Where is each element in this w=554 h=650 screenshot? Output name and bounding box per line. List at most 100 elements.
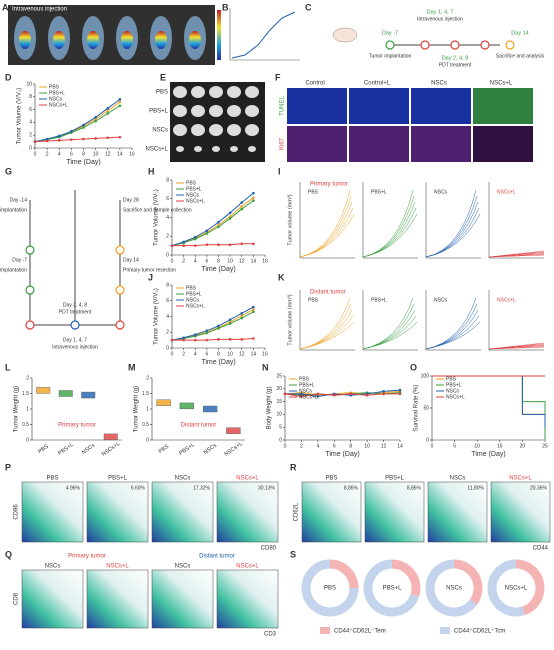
box xyxy=(156,399,171,406)
x-axis-label: Time (Day) xyxy=(66,159,100,166)
label: PBS+L xyxy=(108,476,128,482)
tumor xyxy=(230,146,238,152)
panel-letter: I xyxy=(278,166,281,176)
y-axis-label: Tumor Volume (V/V₀) xyxy=(17,88,23,145)
label: Primary tumor implantation xyxy=(0,207,27,213)
y-tick-label: 0 xyxy=(146,437,149,443)
donut-slice xyxy=(363,559,420,617)
y-axis-label: Body Weight (g) xyxy=(267,387,273,430)
panel-letter: K xyxy=(278,272,285,282)
timeline-node xyxy=(420,40,430,50)
label: PBS xyxy=(46,476,58,482)
y-tick-label: 10 xyxy=(276,412,282,418)
label: Day 2, 4, 8 xyxy=(63,302,87,308)
x-tick-label: 10 xyxy=(227,258,233,264)
legend-label: PBS+L xyxy=(49,90,65,96)
y-tick-label: 15 xyxy=(276,399,282,405)
x-tick-label: 14 xyxy=(251,258,257,264)
axes xyxy=(488,290,544,351)
donut-slice xyxy=(301,559,359,617)
label: Distant tumor xyxy=(310,290,346,296)
tumor xyxy=(191,86,205,98)
x-tick-label: 15 xyxy=(497,443,503,449)
stain-image xyxy=(349,126,409,162)
label: NSCs+L xyxy=(236,476,259,482)
panel-letter: C xyxy=(305,2,312,12)
y-tick-label: 25 xyxy=(276,373,282,379)
label: NSCs+L xyxy=(236,564,259,570)
donut-slice xyxy=(487,559,525,617)
x-tick-label: 14 xyxy=(397,443,403,449)
series-line xyxy=(34,98,121,143)
label: Intravenous injection xyxy=(417,16,463,22)
legend-label: NSCs+L xyxy=(446,394,465,400)
label: Control xyxy=(305,81,324,87)
legend-label: PBS xyxy=(446,376,457,382)
flow-plot xyxy=(151,481,214,543)
series-line xyxy=(34,105,121,143)
x-tick-label: 12 xyxy=(239,351,245,357)
box xyxy=(81,391,96,399)
signal xyxy=(155,31,167,49)
axes xyxy=(425,290,481,351)
series-line xyxy=(172,338,254,341)
panel-letter: P xyxy=(5,462,11,472)
stain-image xyxy=(411,88,471,124)
decor-curve xyxy=(299,309,353,350)
legend-label: PBS xyxy=(186,180,197,186)
legend-label: CD44⁺CD62L⁻Tem xyxy=(334,628,386,635)
tumor xyxy=(212,146,220,152)
y-axis-label: Tumor Weight (g) xyxy=(134,386,140,432)
label: NSCs xyxy=(45,564,61,570)
tumor xyxy=(245,105,259,117)
label: PBS xyxy=(308,297,319,303)
x-tick-label: PBS xyxy=(37,444,50,455)
label: Day 1, 4, 7 xyxy=(427,9,454,15)
panel-letter: G xyxy=(5,166,12,176)
x-tick-label: 2 xyxy=(182,351,185,357)
x-tick-label: 8 xyxy=(82,151,85,157)
x-tick-label: 4 xyxy=(194,258,197,264)
axes xyxy=(362,290,418,351)
label: Day -7 xyxy=(12,257,27,263)
x-tick-label: 10 xyxy=(93,151,99,157)
signal xyxy=(19,31,31,49)
label: Ki67 xyxy=(280,137,286,150)
x-tick-label: 25 xyxy=(542,443,548,449)
tumor xyxy=(173,105,187,117)
series-line xyxy=(172,243,254,247)
y-axis-label: Tumor Volume (V/V₀) xyxy=(154,288,160,345)
label: NSCs xyxy=(434,189,448,195)
tumor xyxy=(227,86,241,98)
tumor xyxy=(227,124,241,136)
tumor xyxy=(194,146,202,152)
panel-letter: B xyxy=(222,2,229,12)
legend-label: PBS+L xyxy=(299,382,315,388)
label: PBS+L xyxy=(371,189,387,195)
x-axis-label: Time (Day) xyxy=(325,451,359,458)
stain-image xyxy=(287,88,347,124)
donut-slice xyxy=(515,559,545,616)
label: CD44 xyxy=(533,546,549,552)
signal xyxy=(53,31,65,49)
decor-curve xyxy=(425,309,479,350)
axes xyxy=(299,290,355,351)
label: CD80 xyxy=(261,546,277,552)
y-tick-label: 6 xyxy=(166,298,169,304)
panel-letter: M xyxy=(128,362,136,372)
x-tick-label: 0 xyxy=(284,443,287,449)
label: NSCs+L xyxy=(509,476,532,482)
flow-plot xyxy=(151,569,214,629)
y-tick-label: 2 xyxy=(29,133,32,139)
flow-plot xyxy=(216,481,279,543)
decor-curve xyxy=(299,207,354,258)
x-tick-label: 8 xyxy=(217,351,220,357)
label: NSCs+L xyxy=(497,189,516,195)
legend-label: NSCs xyxy=(299,388,313,394)
box xyxy=(58,390,73,397)
flow-plot xyxy=(216,569,279,629)
x-tick-label: 2 xyxy=(182,258,185,264)
box xyxy=(103,433,118,441)
decor-curve xyxy=(299,303,352,350)
